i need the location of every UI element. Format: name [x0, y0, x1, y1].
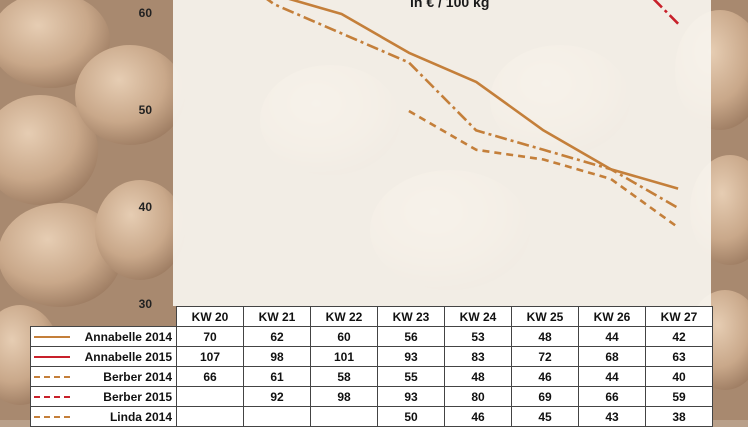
- data-label: 107: [176, 346, 244, 367]
- x-tick-label: KW 27: [645, 306, 713, 327]
- data-label: 66: [578, 386, 646, 407]
- series-name: Berber 2014: [103, 369, 172, 384]
- data-label: 60: [310, 326, 378, 347]
- y-tick-label: 40: [138, 200, 152, 214]
- table-row: Annabelle 2014 70 62 60 56 53 48 44 42: [30, 326, 713, 347]
- data-label: 48: [511, 326, 579, 347]
- data-label: 63: [645, 346, 713, 367]
- data-label: [176, 386, 244, 407]
- x-tick-label: KW 20: [176, 306, 244, 327]
- table-row: Annabelle 2015 107 98 101 93 83 72 68 63: [30, 346, 713, 367]
- data-label: [176, 406, 244, 427]
- data-label: 93: [377, 386, 445, 407]
- data-label: 42: [645, 326, 713, 347]
- data-label: 44: [578, 326, 646, 347]
- data-label: 59: [645, 386, 713, 407]
- data-label: 70: [176, 326, 244, 347]
- data-label: 83: [444, 346, 512, 367]
- data-label: [310, 406, 378, 427]
- legend-entry: Berber 2014: [30, 366, 177, 387]
- data-label: 72: [511, 346, 579, 367]
- legend-swatch: [34, 396, 70, 398]
- y-tick-label: 30: [138, 297, 152, 311]
- data-label: 61: [243, 366, 311, 387]
- data-label: 48: [444, 366, 512, 387]
- legend-entry: Linda 2014: [30, 406, 177, 427]
- table-header: KW 20 KW 21 KW 22 KW 23 KW 24 KW 25 KW 26 KW 27: [31, 306, 713, 327]
- legend-swatch: [34, 336, 70, 338]
- data-label: 92: [243, 386, 311, 407]
- series-line-4: [408, 109, 679, 229]
- data-label: 58: [310, 366, 378, 387]
- data-label: 93: [377, 346, 445, 367]
- series-name: Annabelle 2015: [84, 349, 172, 364]
- data-label: 98: [243, 346, 311, 367]
- data-label: 40: [645, 366, 713, 387]
- data-label: 55: [377, 366, 445, 387]
- table-row: Berber 2015 92 98 93 80 69 66 59: [30, 386, 713, 407]
- x-tick-label: KW 24: [444, 306, 512, 327]
- table-corner: [31, 307, 177, 327]
- chart-title: in € / 100 kg: [410, 0, 490, 10]
- legend-swatch: [34, 376, 70, 378]
- x-tick-label: KW 22: [310, 306, 378, 327]
- data-label: 43: [578, 406, 646, 427]
- plot-area: [173, 0, 711, 306]
- x-tick-label: KW 26: [578, 306, 646, 327]
- table-body: Annabelle 2014 70 62 60 56 53 48 44 42 Annabelle …: [30, 326, 713, 427]
- data-label: 98: [310, 386, 378, 407]
- x-tick-label: KW 25: [511, 306, 579, 327]
- y-tick-label: 50: [138, 103, 152, 117]
- data-label: 44: [578, 366, 646, 387]
- data-label: [243, 406, 311, 427]
- legend-swatch: [34, 416, 70, 418]
- x-tick-label: KW 23: [377, 306, 445, 327]
- data-label: 50: [377, 406, 445, 427]
- series-name: Berber 2015: [103, 389, 172, 404]
- table-row: Berber 2014 66 61 58 55 48 46 44 40: [30, 366, 713, 387]
- data-label: 66: [176, 366, 244, 387]
- series-name: Linda 2014: [109, 409, 172, 424]
- series-name: Annabelle 2014: [84, 329, 172, 344]
- data-label: 62: [243, 326, 311, 347]
- data-label: 69: [511, 386, 579, 407]
- data-label: 68: [578, 346, 646, 367]
- data-label: 56: [377, 326, 445, 347]
- data-table: KW 20 KW 21 KW 22 KW 23 KW 24 KW 25 KW 26 KW 27…: [30, 306, 713, 427]
- legend-entry: Annabelle 2015: [30, 346, 177, 367]
- table-row: Linda 2014 50 46 45 43 38: [30, 406, 713, 427]
- y-tick-label: 60: [138, 6, 152, 20]
- series-line-2: [266, 0, 679, 210]
- data-label: 38: [645, 406, 713, 427]
- x-tick-label: KW 21: [243, 306, 311, 327]
- data-label: 80: [444, 386, 512, 407]
- legend-entry: Annabelle 2014: [30, 326, 177, 347]
- data-label: 46: [444, 406, 512, 427]
- data-label: 46: [511, 366, 579, 387]
- series-line-0: [288, 0, 679, 190]
- data-label: 45: [511, 406, 579, 427]
- legend-swatch: [34, 356, 70, 358]
- data-label: 53: [444, 326, 512, 347]
- legend-entry: Berber 2015: [30, 386, 177, 407]
- data-label: 101: [310, 346, 378, 367]
